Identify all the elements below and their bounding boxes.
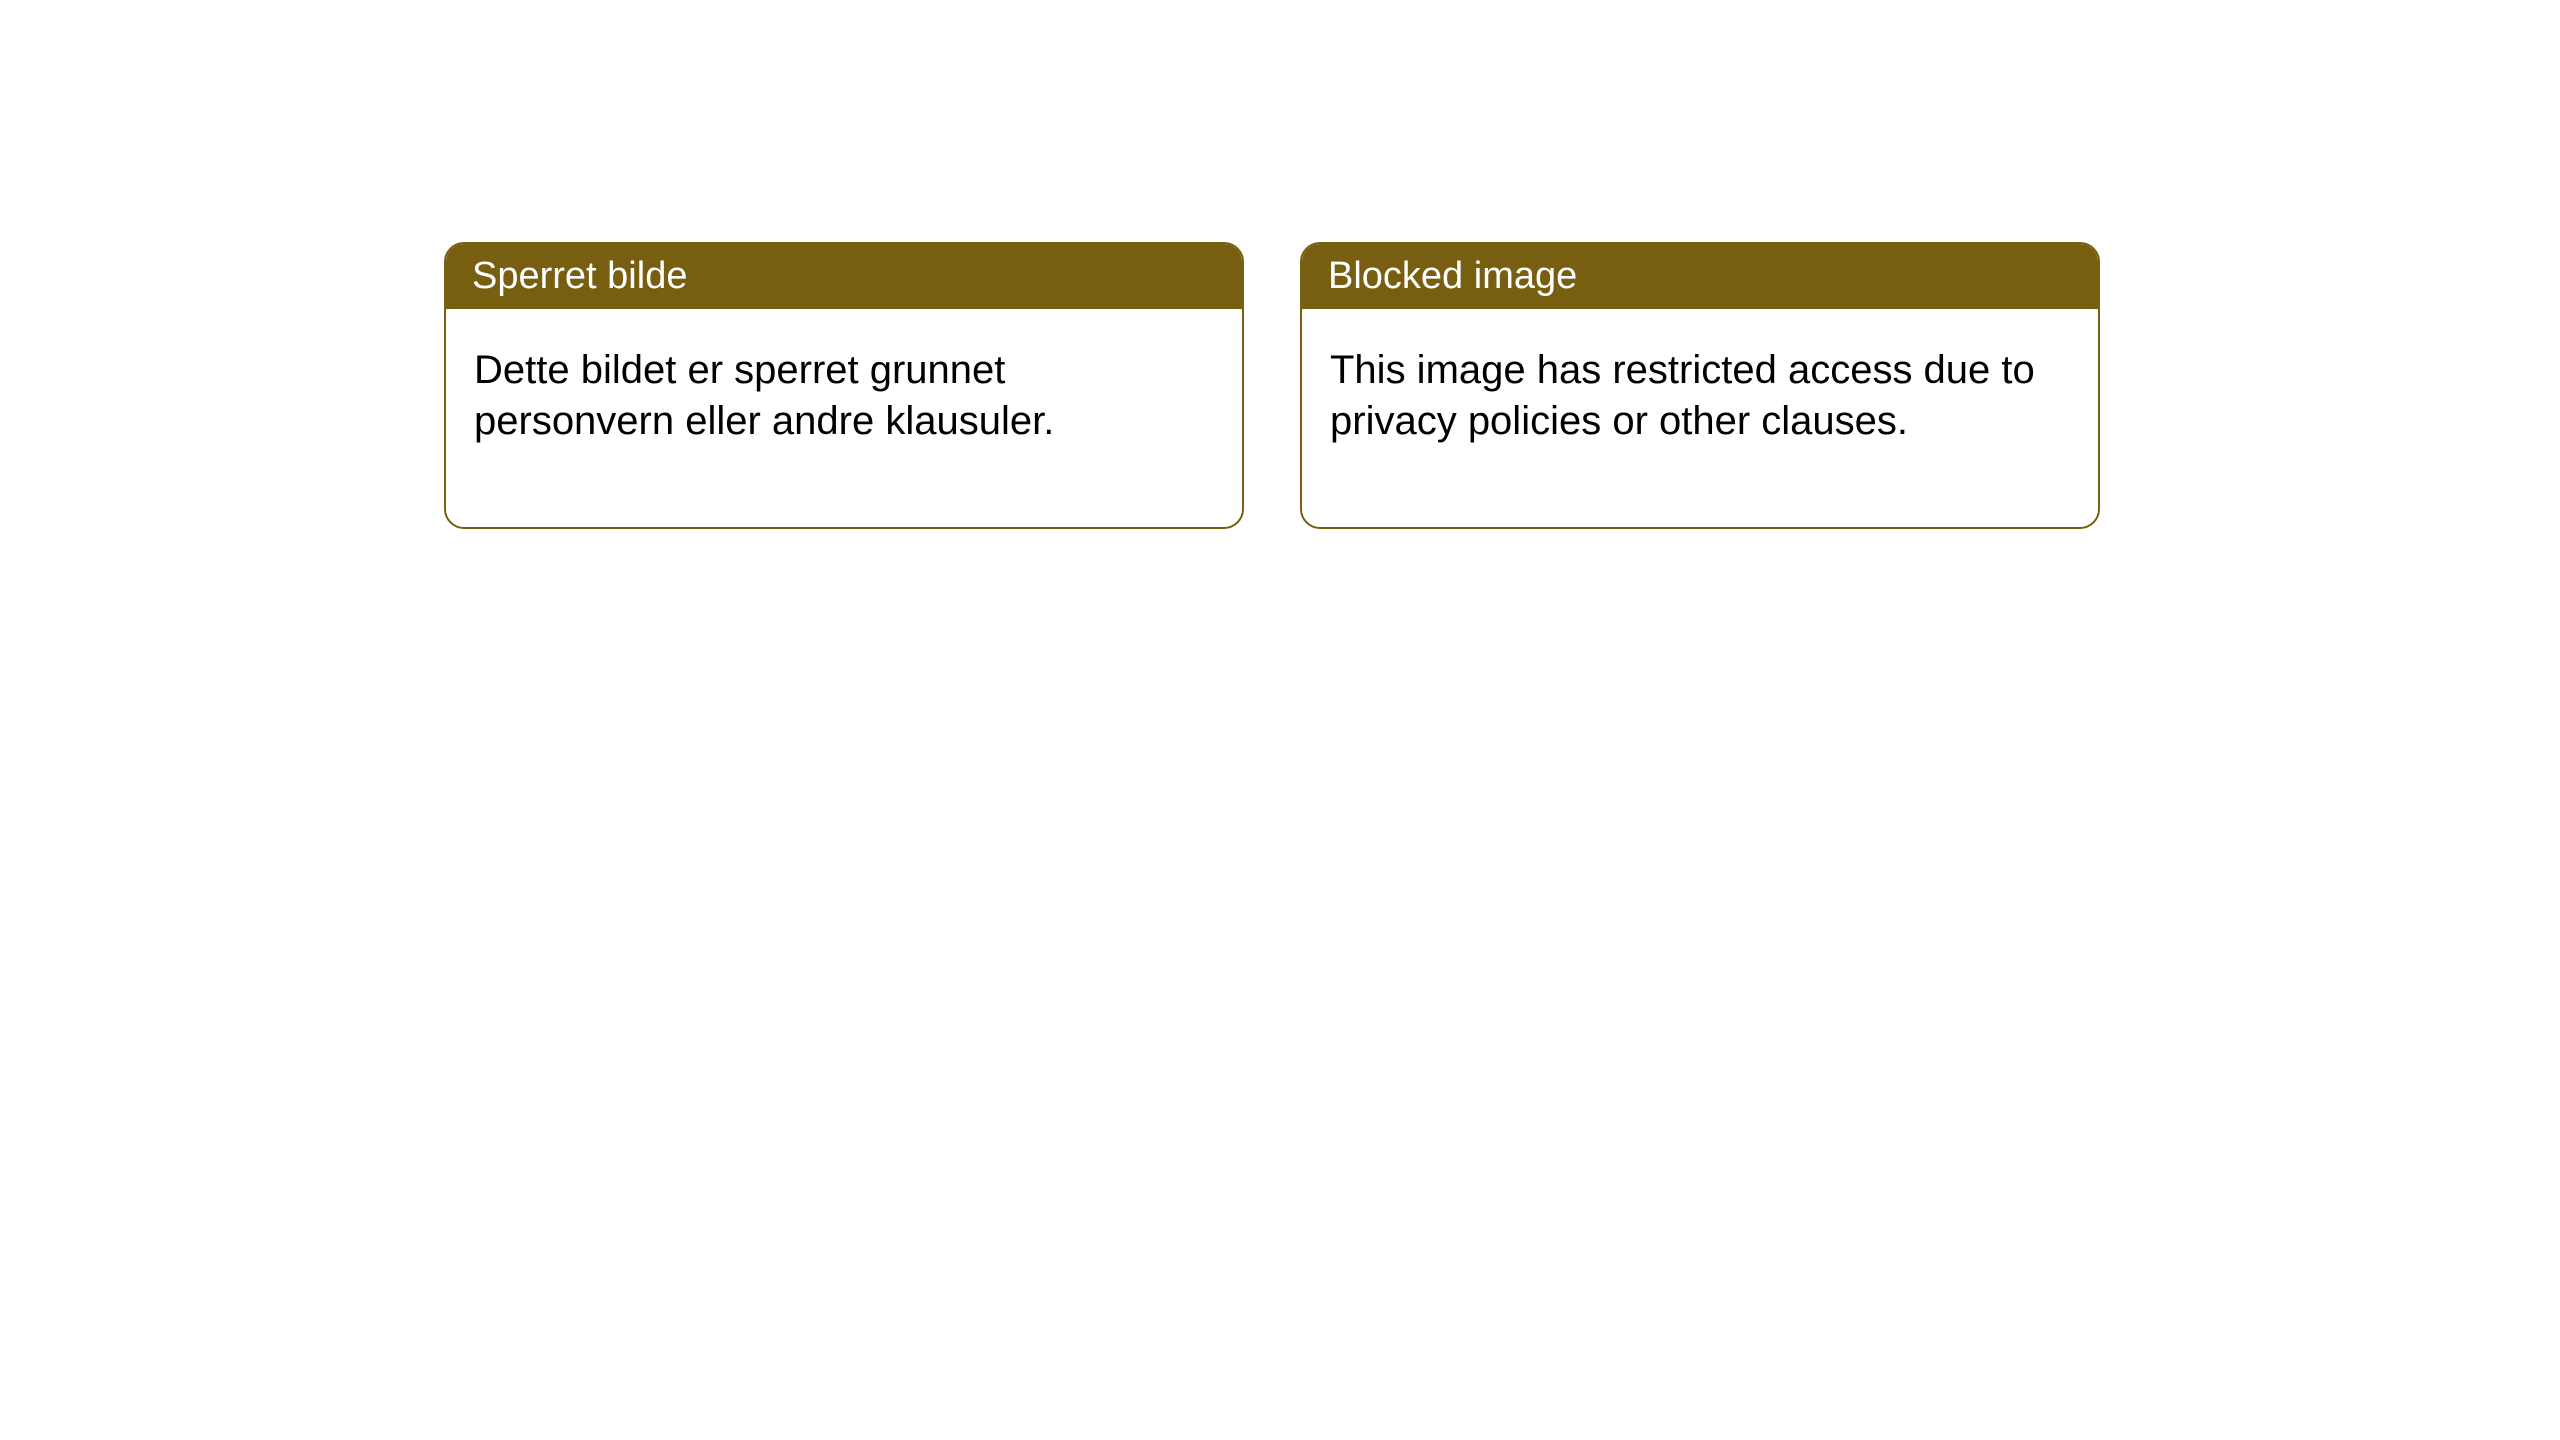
card-body-en: This image has restricted access due to … — [1302, 309, 2098, 527]
card-body-no: Dette bildet er sperret grunnet personve… — [446, 309, 1242, 527]
card-header-no: Sperret bilde — [446, 244, 1242, 309]
blocked-image-card-no: Sperret bilde Dette bildet er sperret gr… — [444, 242, 1244, 529]
card-header-en: Blocked image — [1302, 244, 2098, 309]
card-container: Sperret bilde Dette bildet er sperret gr… — [444, 242, 2100, 529]
blocked-image-card-en: Blocked image This image has restricted … — [1300, 242, 2100, 529]
